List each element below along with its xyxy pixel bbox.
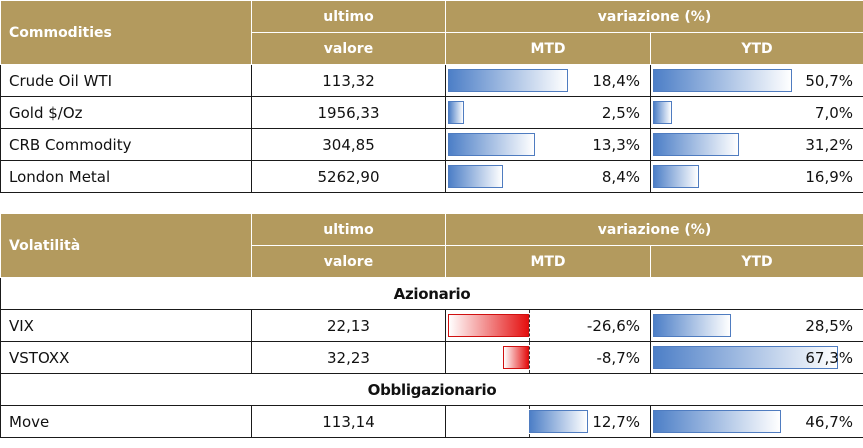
commodities-header-name: Commodities — [0, 0, 252, 65]
mtd-value: 2,5% — [601, 103, 640, 122]
row-last-value: 5262,90 — [251, 160, 446, 193]
mtd-bar — [448, 133, 535, 156]
ytd-bar — [653, 314, 732, 337]
mtd-zero-axis — [529, 342, 530, 373]
row-name: Gold $/Oz — [0, 96, 252, 129]
row-last-value: 1956,33 — [251, 96, 446, 129]
commodities-header-mtd: MTD — [445, 32, 651, 65]
row-last-value: 304,85 — [251, 128, 446, 161]
mtd-bar — [448, 165, 503, 188]
volatility-body: Azionario VIX 22,13 -26,6% 28,5% VSTOXX 32,23 -… — [0, 277, 863, 438]
mtd-cell: 12,7% — [445, 405, 651, 438]
mtd-cell: 13,3% — [445, 128, 651, 161]
volatility-header-ytd: YTD — [649, 245, 863, 278]
ytd-cell: 16,9% — [649, 160, 863, 193]
table-row: Gold $/Oz 1956,33 2,5% 7,0% — [0, 96, 863, 129]
mtd-cell: 18,4% — [445, 64, 651, 97]
ytd-cell: 67,3% — [649, 341, 863, 374]
row-name: CRB Commodity — [0, 128, 252, 161]
ytd-value: 46,7% — [805, 412, 854, 431]
mtd-value: 18,4% — [592, 71, 640, 90]
table-row: VIX 22,13 -26,6% 28,5% — [0, 309, 863, 342]
row-last-value: 32,23 — [251, 341, 446, 374]
mtd-cell: 8,4% — [445, 160, 651, 193]
mtd-cell: -8,7% — [445, 341, 651, 374]
row-last-value: 22,13 — [251, 309, 446, 342]
row-name: Move — [0, 405, 252, 438]
mtd-value: -8,7% — [596, 348, 640, 367]
mtd-bar — [529, 410, 588, 433]
ytd-value: 28,5% — [805, 316, 854, 335]
row-name: VSTOXX — [0, 341, 252, 374]
ytd-bar — [653, 165, 700, 188]
mtd-cell: 2,5% — [445, 96, 651, 129]
volatility-header-valore: valore — [251, 245, 446, 278]
mtd-cell: -26,6% — [445, 309, 651, 342]
mtd-bar — [448, 69, 568, 92]
commodities-header-valore: valore — [251, 32, 446, 65]
volatility-table: Volatilità ultimo variazione (%) valore … — [0, 213, 863, 438]
mtd-bar — [502, 346, 529, 369]
mtd-bar — [448, 314, 529, 337]
section-row: Obbligazionario — [0, 373, 863, 406]
ytd-cell: 7,0% — [649, 96, 863, 129]
row-name: London Metal — [0, 160, 252, 193]
row-name: Crude Oil WTI — [0, 64, 252, 97]
mtd-value: 8,4% — [601, 167, 640, 186]
ytd-value: 50,7% — [805, 71, 854, 90]
ytd-cell: 50,7% — [649, 64, 863, 97]
volatility-header-mtd: MTD — [445, 245, 651, 278]
ytd-bar — [653, 101, 673, 124]
row-name: VIX — [0, 309, 252, 342]
mtd-bar — [448, 101, 465, 124]
ytd-cell: 46,7% — [649, 405, 863, 438]
row-last-value: 113,32 — [251, 64, 446, 97]
ytd-cell: 31,2% — [649, 128, 863, 161]
row-last-value: 113,14 — [251, 405, 446, 438]
ytd-cell: 28,5% — [649, 309, 863, 342]
ytd-bar — [653, 410, 782, 433]
mtd-value: 13,3% — [592, 135, 640, 154]
commodities-table: Commodities ultimo variazione (%) valore… — [0, 0, 863, 193]
volatility-header-name: Volatilità — [0, 213, 252, 278]
ytd-value: 31,2% — [805, 135, 854, 154]
commodities-header-ytd: YTD — [649, 32, 863, 65]
commodities-header-ultimo: ultimo — [251, 0, 446, 33]
mtd-value: -26,6% — [586, 316, 640, 335]
commodities-body: Crude Oil WTI 113,32 18,4% 50,7% Gold $/Oz 19… — [0, 64, 863, 193]
ytd-value: 67,3% — [805, 348, 854, 367]
mtd-zero-axis — [529, 310, 530, 341]
table-row: London Metal 5262,90 8,4% 16,9% — [0, 160, 863, 193]
volatility-header-ultimo: ultimo — [251, 213, 446, 246]
mtd-value: 12,7% — [592, 412, 640, 431]
commodities-header-variazione: variazione (%) — [444, 0, 863, 33]
table-row: CRB Commodity 304,85 13,3% 31,2% — [0, 128, 863, 161]
volatility-header-variazione: variazione (%) — [444, 213, 863, 246]
ytd-bar — [653, 69, 793, 92]
section-title: Obbligazionario — [0, 373, 863, 406]
ytd-bar — [653, 346, 838, 369]
ytd-bar — [653, 133, 739, 156]
ytd-value: 7,0% — [814, 103, 854, 122]
ytd-value: 16,9% — [805, 167, 854, 186]
table-row: VSTOXX 32,23 -8,7% 67,3% — [0, 341, 863, 374]
section-row: Azionario — [0, 277, 863, 310]
table-row: Move 113,14 12,7% 46,7% — [0, 405, 863, 438]
table-row: Crude Oil WTI 113,32 18,4% 50,7% — [0, 64, 863, 97]
section-title: Azionario — [0, 277, 863, 310]
